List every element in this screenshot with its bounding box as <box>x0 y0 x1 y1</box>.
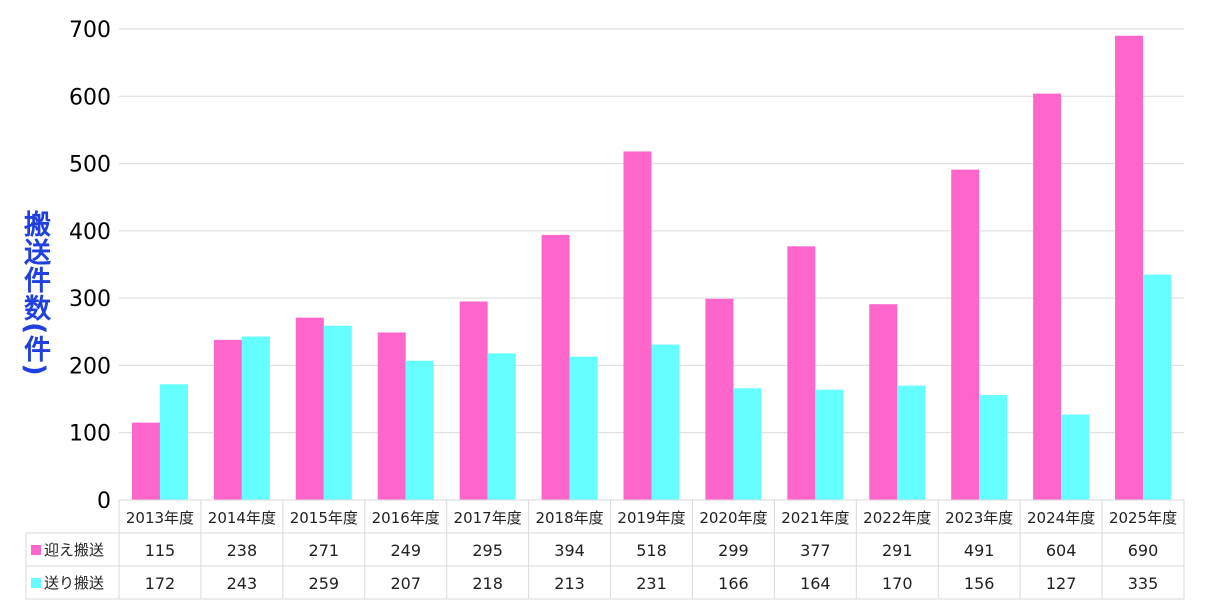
data-table-value: 231 <box>636 574 667 593</box>
y-tick-label: 500 <box>69 153 111 178</box>
data-table-value: 238 <box>227 541 258 560</box>
bar-okuri <box>733 388 762 500</box>
x-category-label: 2024年度 <box>1027 509 1095 527</box>
bar-mukae <box>459 301 488 500</box>
bar-okuri <box>1061 414 1090 500</box>
y-axis-label: 搬送件数(件) <box>19 210 50 377</box>
data-table-value: 207 <box>390 574 421 593</box>
bar-mukae <box>541 234 570 500</box>
y-tick-label: 100 <box>69 422 111 447</box>
data-table-value: 259 <box>309 574 340 593</box>
bar-mukae <box>131 422 160 500</box>
data-table-value: 518 <box>636 541 667 560</box>
data-table-value: 377 <box>800 541 831 560</box>
legend-swatch <box>31 578 41 588</box>
bar-mukae <box>295 317 324 500</box>
data-table-value: 213 <box>554 574 585 593</box>
x-category-label: 2013年度 <box>126 509 194 527</box>
data-table-value: 243 <box>227 574 258 593</box>
bar-okuri <box>487 353 516 500</box>
x-category-label: 2025年度 <box>1109 509 1177 527</box>
x-category-label: 2022年度 <box>863 509 931 527</box>
bar-okuri <box>651 344 680 500</box>
data-table-value: 291 <box>882 541 913 560</box>
data-table-value: 156 <box>964 574 995 593</box>
bar-okuri <box>323 325 352 500</box>
bar-mukae <box>951 169 980 500</box>
data-table-value: 249 <box>390 541 421 560</box>
bar-okuri <box>241 336 270 500</box>
x-category-label: 2020年度 <box>699 509 767 527</box>
data-table-value: 172 <box>145 574 176 593</box>
x-category-label: 2014年度 <box>208 509 276 527</box>
y-tick-label: 600 <box>69 85 111 110</box>
x-category-label: 2018年度 <box>535 509 603 527</box>
bar-mukae <box>377 332 406 500</box>
bar-okuri <box>979 395 1008 500</box>
bar-okuri <box>1143 274 1172 500</box>
bar-mukae <box>1115 35 1144 500</box>
data-table-value: 295 <box>472 541 503 560</box>
bar-mukae <box>787 246 816 500</box>
data-table-value: 491 <box>964 541 995 560</box>
data-table-value: 218 <box>472 574 503 593</box>
y-tick-label: 700 <box>69 18 111 43</box>
x-category-label: 2015年度 <box>290 509 358 527</box>
x-category-label: 2016年度 <box>372 509 440 527</box>
x-category-label: 2017年度 <box>454 509 522 527</box>
y-tick-label: 300 <box>69 287 111 312</box>
bar-okuri <box>405 360 434 500</box>
x-category-label: 2023年度 <box>945 509 1013 527</box>
y-tick-label: 0 <box>97 489 111 514</box>
data-table-value: 164 <box>800 574 831 593</box>
bar-okuri <box>159 384 188 500</box>
data-table-value: 335 <box>1128 574 1159 593</box>
bar-mukae <box>1033 93 1062 500</box>
bar-okuri <box>815 389 844 500</box>
x-category-label: 2021年度 <box>781 509 849 527</box>
bar-mukae <box>869 304 898 500</box>
legend-label: 迎え搬送 <box>44 541 104 559</box>
x-category-label: 2019年度 <box>617 509 685 527</box>
bar-mukae <box>213 339 242 500</box>
bar-okuri <box>897 385 926 500</box>
data-table-value: 690 <box>1128 541 1159 560</box>
bar-okuri <box>569 356 598 500</box>
data-table-value: 115 <box>145 541 176 560</box>
data-table-value: 299 <box>718 541 749 560</box>
bar-mukae <box>705 298 734 500</box>
legend-swatch <box>31 545 41 555</box>
data-table-value: 394 <box>554 541 585 560</box>
data-table-value: 166 <box>718 574 749 593</box>
data-table-value: 127 <box>1046 574 1077 593</box>
bar-mukae <box>623 151 652 500</box>
data-table-value: 271 <box>309 541 340 560</box>
data-table-value: 170 <box>882 574 913 593</box>
y-tick-label: 400 <box>69 220 111 245</box>
legend-label: 送り搬送 <box>44 574 104 592</box>
y-tick-label: 200 <box>69 354 111 379</box>
data-table-value: 604 <box>1046 541 1077 560</box>
